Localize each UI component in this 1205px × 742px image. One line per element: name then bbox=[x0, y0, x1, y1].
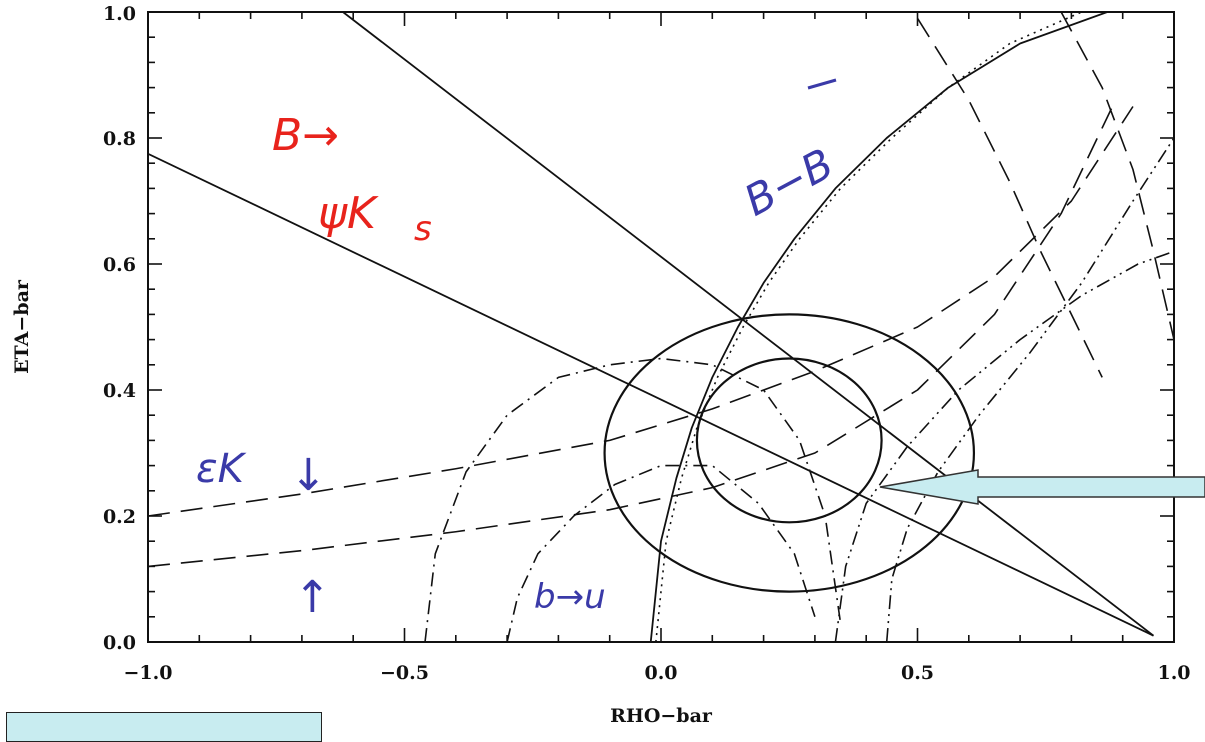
y-tick-label-4: 0.8 bbox=[103, 128, 136, 150]
callout-box bbox=[6, 712, 322, 742]
annotation-b-to: B→ bbox=[272, 110, 339, 161]
series-line-11 bbox=[424, 357, 842, 642]
pointer-arrow-icon bbox=[879, 469, 1205, 505]
tick-layer bbox=[147, 11, 1175, 643]
series-line-4 bbox=[695, 357, 883, 524]
annotation-up-arrow: ↑ bbox=[294, 572, 331, 623]
annotation-b-bbar: B−B bbox=[736, 139, 841, 226]
series-line-0 bbox=[148, 152, 1154, 637]
series-line-7 bbox=[148, 106, 1114, 568]
series-line-6 bbox=[148, 106, 1134, 517]
series-line-13 bbox=[885, 137, 1174, 642]
x-tick-label-4: 1.0 bbox=[1157, 662, 1190, 684]
x-tick-label-3: 0.5 bbox=[901, 662, 934, 684]
annotation-b-to-u: b→u bbox=[534, 577, 606, 617]
series-line-9 bbox=[916, 17, 1103, 378]
y-tick-label-0: 0.0 bbox=[103, 632, 136, 654]
annotation-epsilon-k: εK bbox=[196, 446, 247, 492]
y-axis-label: ETA−bar bbox=[11, 279, 33, 374]
y-tick-label-3: 0.6 bbox=[103, 254, 136, 276]
series-line-8 bbox=[1060, 12, 1174, 340]
series-line-5 bbox=[603, 313, 976, 593]
series-line-10 bbox=[506, 464, 816, 642]
y-tick-label-5: 1.0 bbox=[103, 3, 136, 25]
y-tick-label-2: 0.4 bbox=[103, 380, 136, 402]
series-line-12 bbox=[834, 250, 1174, 642]
series-line-1 bbox=[342, 12, 1155, 637]
data-layer bbox=[148, 12, 1174, 642]
x-tick-label-0: −1.0 bbox=[124, 662, 173, 684]
series-line-3 bbox=[655, 12, 1082, 642]
x-axis-label: RHO−bar bbox=[610, 705, 713, 727]
x-tick-label-2: 0.0 bbox=[644, 662, 677, 684]
annotation-bbar-overline bbox=[807, 78, 837, 90]
annotation-sub-s: s bbox=[414, 209, 432, 249]
series-line-2 bbox=[649, 12, 1113, 642]
annotation-down-arrow: ↓ bbox=[290, 450, 327, 501]
y-tick-label-1: 0.2 bbox=[103, 506, 136, 528]
annotation-psi-k: ψK bbox=[318, 188, 379, 239]
x-tick-label-1: −0.5 bbox=[380, 662, 429, 684]
